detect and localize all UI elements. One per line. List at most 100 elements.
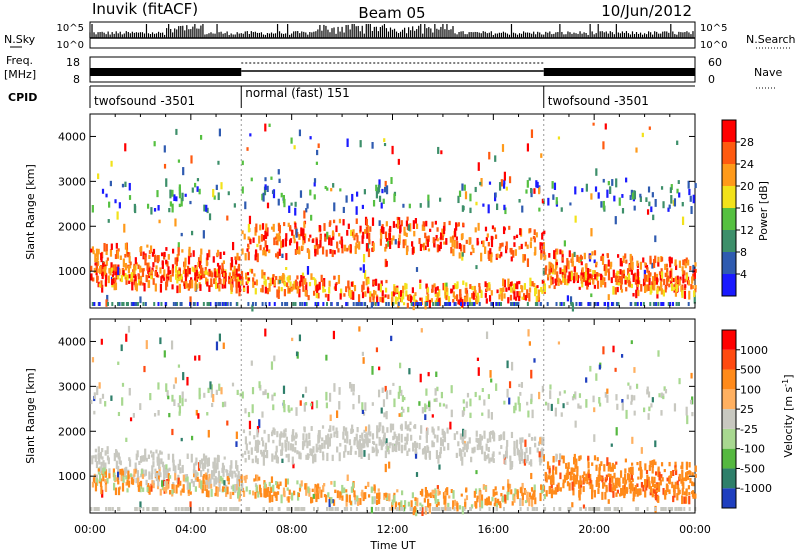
power-cell <box>363 269 367 279</box>
velocity-cell <box>463 443 466 450</box>
power-cell <box>587 267 590 275</box>
velocity-cell <box>567 462 570 470</box>
power-cell <box>600 278 603 288</box>
velocity-cell <box>503 494 506 502</box>
power-cell <box>371 217 375 226</box>
power-cell <box>97 173 100 180</box>
velocity-cell <box>596 457 599 462</box>
velocity-cell <box>485 443 488 451</box>
power-cell <box>436 238 439 242</box>
velocity-cell <box>181 464 184 474</box>
velocity-cell <box>527 329 530 337</box>
power-cell <box>261 193 264 201</box>
power-cell <box>490 235 493 241</box>
power-cell <box>208 213 212 221</box>
power-cell <box>175 273 178 280</box>
velocity-cell <box>254 492 257 499</box>
velocity-cell <box>215 389 218 396</box>
power-cell <box>322 286 325 293</box>
velocity-cell <box>562 482 565 489</box>
velocity-cell <box>241 482 244 492</box>
power-cell <box>453 295 456 300</box>
velocity-ground-cell <box>111 507 114 511</box>
power-cell <box>456 241 459 249</box>
power-cell <box>277 198 280 206</box>
power-cell <box>222 272 226 277</box>
power-cell <box>436 286 439 291</box>
power-cell <box>475 297 478 304</box>
velocity-cell <box>605 474 608 481</box>
power-cell <box>272 223 275 232</box>
power-cell <box>124 262 127 271</box>
power-cell <box>342 219 345 226</box>
velocity-cell <box>271 494 274 503</box>
power-cell <box>144 257 147 266</box>
velocity-cell <box>297 492 300 498</box>
power-cell <box>298 288 301 298</box>
velocity-cell <box>615 492 618 497</box>
power-cell <box>496 253 499 258</box>
power-cell <box>668 256 672 263</box>
velocity-cell <box>332 425 335 431</box>
power-cell <box>420 297 423 306</box>
colorbar-frame <box>721 329 737 509</box>
velocity-cell <box>460 493 463 497</box>
velocity-cell <box>101 393 105 399</box>
power-cell <box>592 270 595 275</box>
velocity-cell <box>502 486 505 490</box>
velocity-cell <box>694 493 697 499</box>
velocity-cell <box>407 406 410 413</box>
power-cell <box>232 271 235 277</box>
velocity-cell <box>513 447 516 455</box>
velocity-cell <box>139 480 143 489</box>
velocity-cell <box>644 490 647 498</box>
power-cell <box>331 230 335 237</box>
velocity-cell <box>148 471 151 480</box>
velocity-cell <box>613 484 616 490</box>
power-cell <box>186 271 189 277</box>
velocity-cell <box>286 496 289 501</box>
power-cell <box>580 279 583 284</box>
power-cell <box>570 272 573 281</box>
velocity-cell <box>270 476 274 483</box>
power-cell <box>314 278 317 286</box>
velocity-cell <box>299 483 302 488</box>
power-cell <box>205 257 208 267</box>
power-cell <box>463 244 466 253</box>
power-cell <box>508 176 512 184</box>
velocity-cell <box>153 413 157 417</box>
power-ground-cell <box>301 302 304 306</box>
power-cell <box>493 227 496 232</box>
power-cell <box>602 178 605 183</box>
x-tick-label: 12:00 <box>377 523 409 536</box>
velocity-cell <box>385 446 388 450</box>
power-cell <box>236 276 239 286</box>
power-cell <box>352 229 355 238</box>
power-cell <box>535 286 538 295</box>
power-cell <box>681 216 685 226</box>
velocity-cell <box>442 403 445 407</box>
velocity-cell <box>273 392 276 397</box>
power-cell <box>600 273 603 281</box>
velocity-cell <box>155 472 158 482</box>
velocity-cell <box>168 412 171 418</box>
power-cell <box>593 284 596 289</box>
velocity-cell <box>360 450 363 459</box>
velocity-cell <box>108 468 111 474</box>
velocity-cell <box>494 486 497 491</box>
velocity-cell <box>321 425 325 429</box>
power-cell <box>289 281 292 287</box>
velocity-cell <box>202 475 205 484</box>
velocity-cell <box>463 452 466 457</box>
velocity-cell <box>640 482 644 488</box>
power-cell <box>171 203 174 213</box>
velocity-cell <box>211 474 214 478</box>
velocity-cell <box>381 442 384 447</box>
velocity-cell <box>377 428 381 433</box>
power-cell <box>305 208 308 213</box>
power-cell <box>139 265 142 273</box>
power-cell <box>560 207 563 212</box>
power-cell <box>465 239 468 244</box>
velocity-cell <box>251 387 255 395</box>
velocity-cell <box>528 461 531 465</box>
